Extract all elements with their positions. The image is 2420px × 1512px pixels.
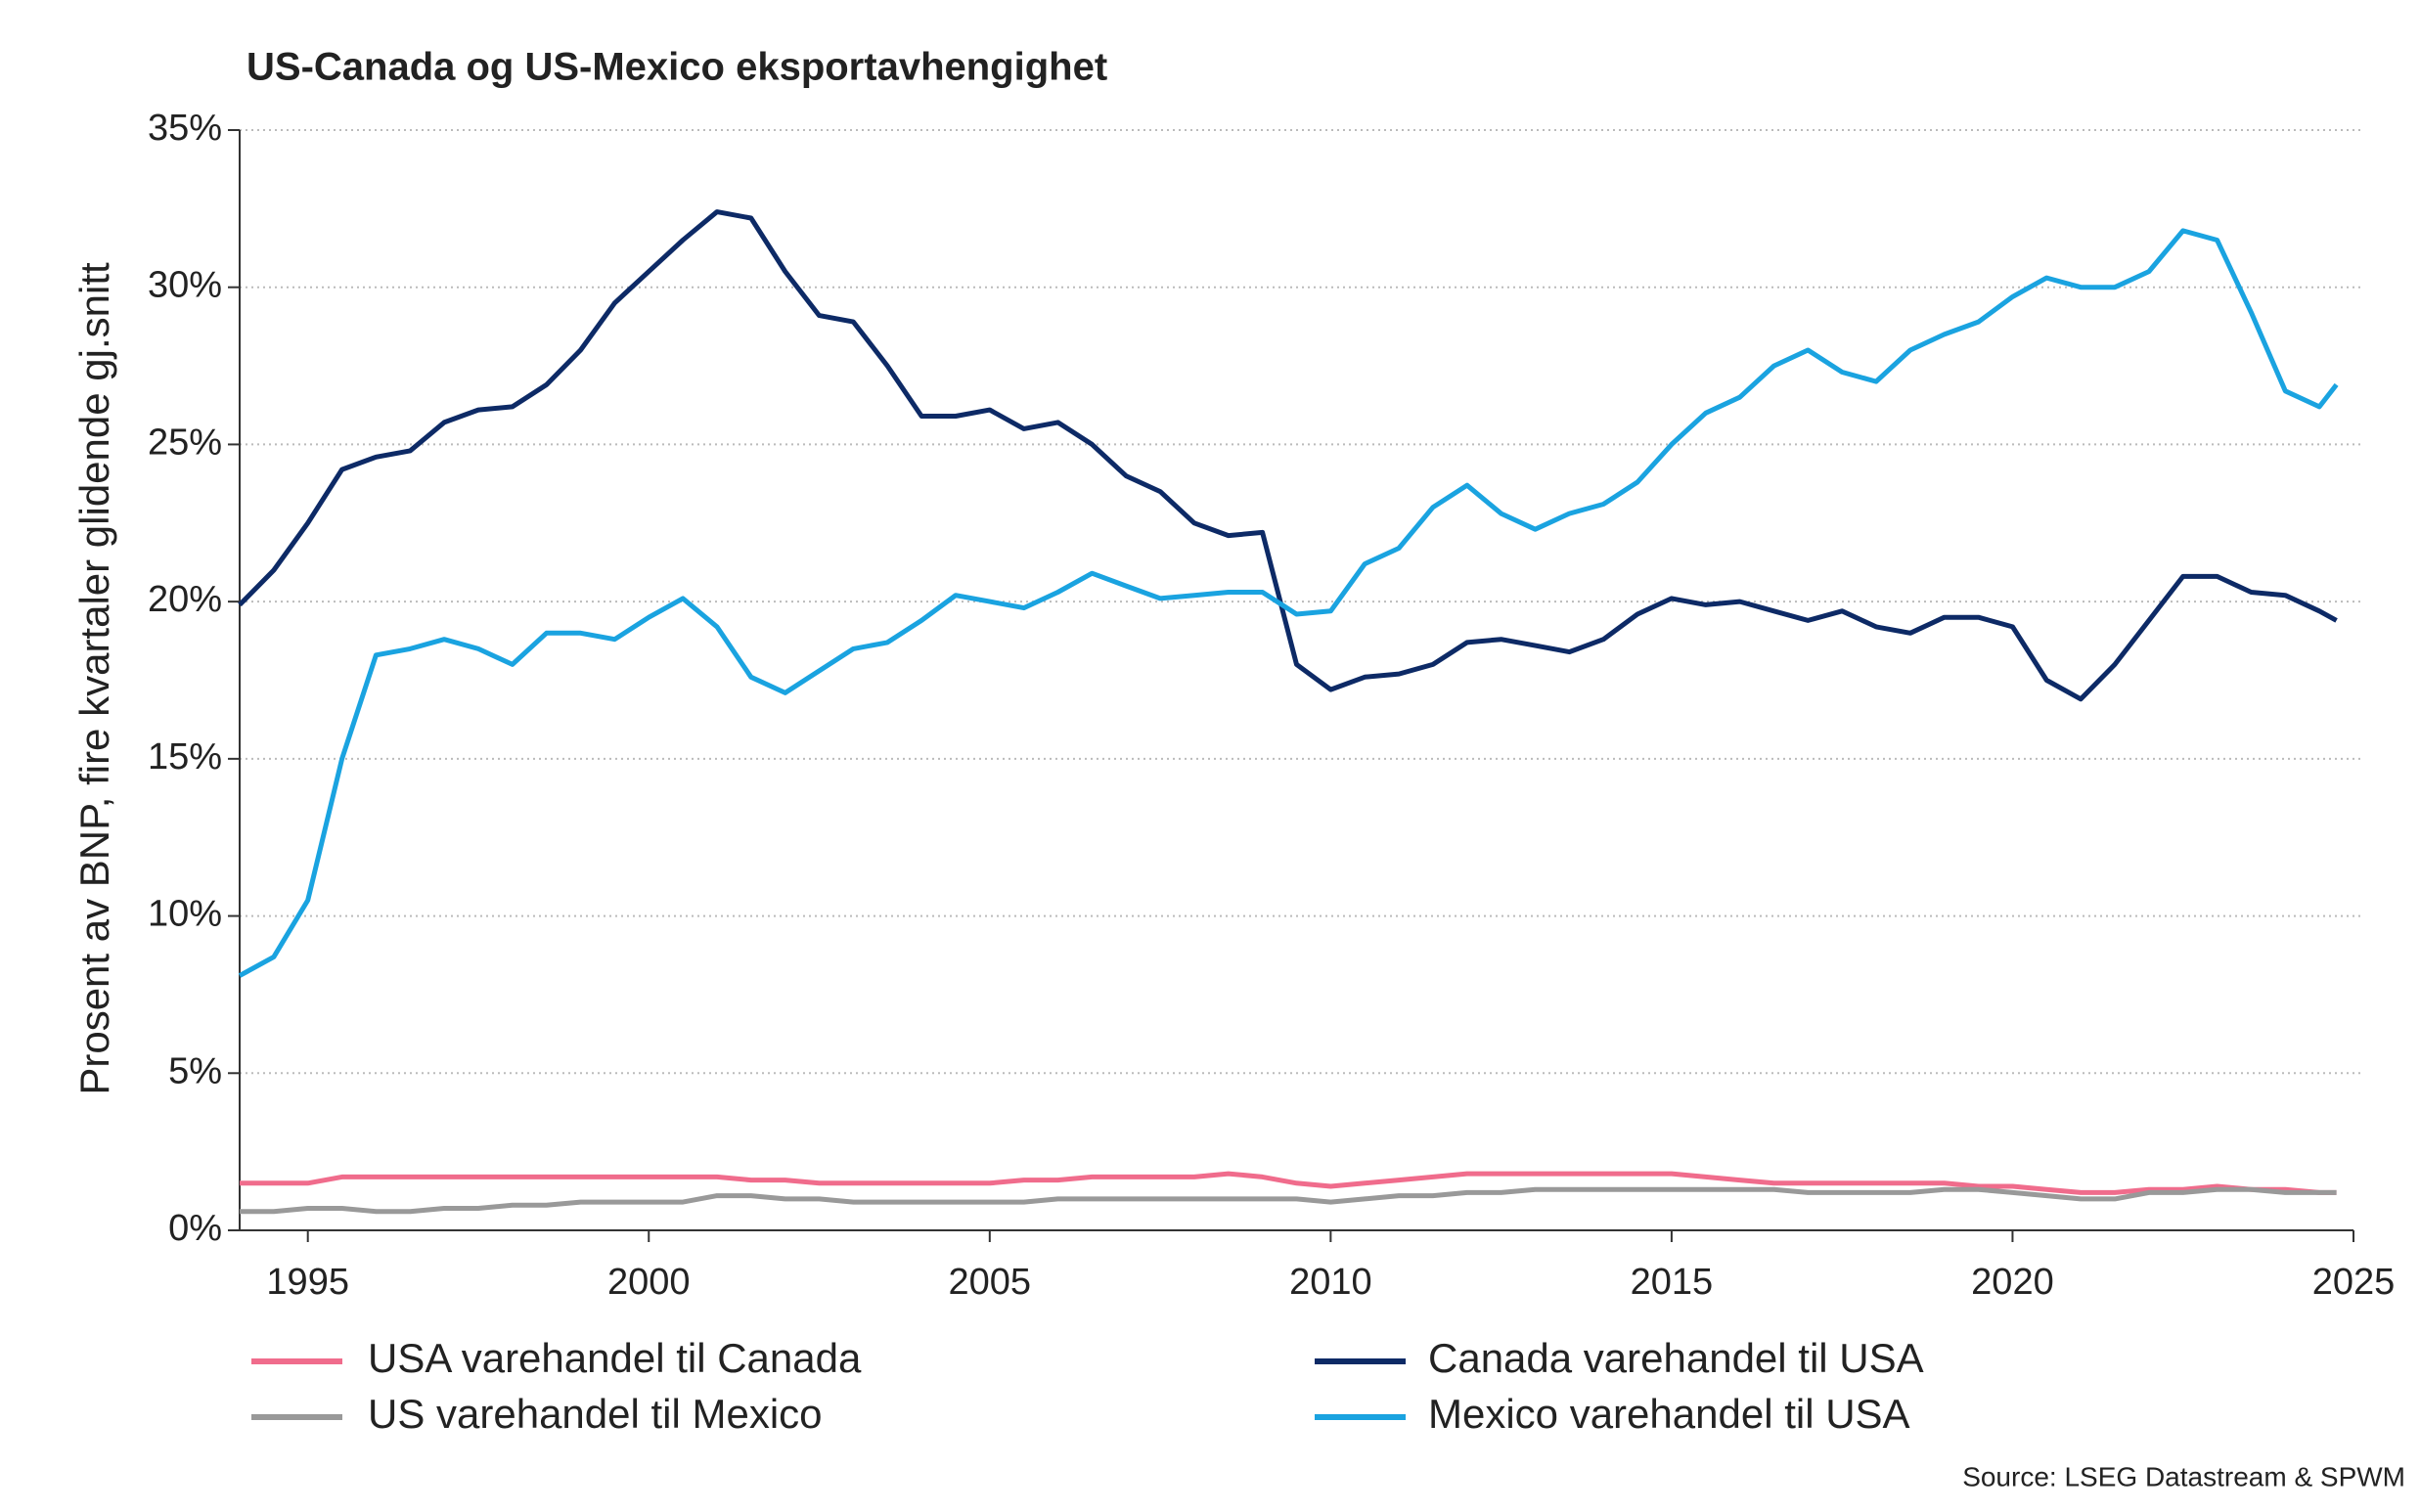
x-tick-label: 2005 [949, 1262, 1032, 1303]
y-tick-label: 10% [148, 894, 222, 935]
series-line [240, 1186, 2337, 1215]
x-tick-label: 2020 [1971, 1262, 2054, 1303]
y-axis-label: Prosent av BNP, fire kvartaler glidende … [71, 262, 117, 1095]
x-tick-label: 2015 [1631, 1262, 1714, 1303]
source: Source: LSEG Datastream & SPWM [1962, 1461, 2405, 1491]
series-line [238, 228, 2339, 978]
series-line [238, 209, 2338, 702]
y-tick-label: 25% [148, 422, 222, 463]
x-tick-label: 2000 [607, 1262, 691, 1303]
chart-title: US-Canada og US-Mexico eksportavhengighe… [246, 46, 1107, 89]
y-tick-label: 20% [148, 579, 222, 620]
y-tick-label: 5% [168, 1050, 222, 1091]
x-tick-label: 2010 [1289, 1262, 1372, 1303]
legend-label: USA varehandel til Canada [368, 1335, 862, 1381]
x-tick-label: 1995 [266, 1262, 349, 1303]
series-line [240, 1171, 2337, 1195]
y-tick-label: 15% [148, 736, 222, 778]
y-tick-label: 30% [148, 265, 222, 306]
y-tick-label: 0% [168, 1208, 222, 1249]
legend-label: US varehandel til Mexico [368, 1391, 823, 1437]
legend-label: Canada varehandel til USA [1428, 1335, 1924, 1381]
x-tick-label: 2025 [2312, 1262, 2396, 1303]
legend-label: Mexico varehandel til USA [1428, 1391, 1910, 1437]
y-tick-label: 35% [148, 108, 222, 149]
